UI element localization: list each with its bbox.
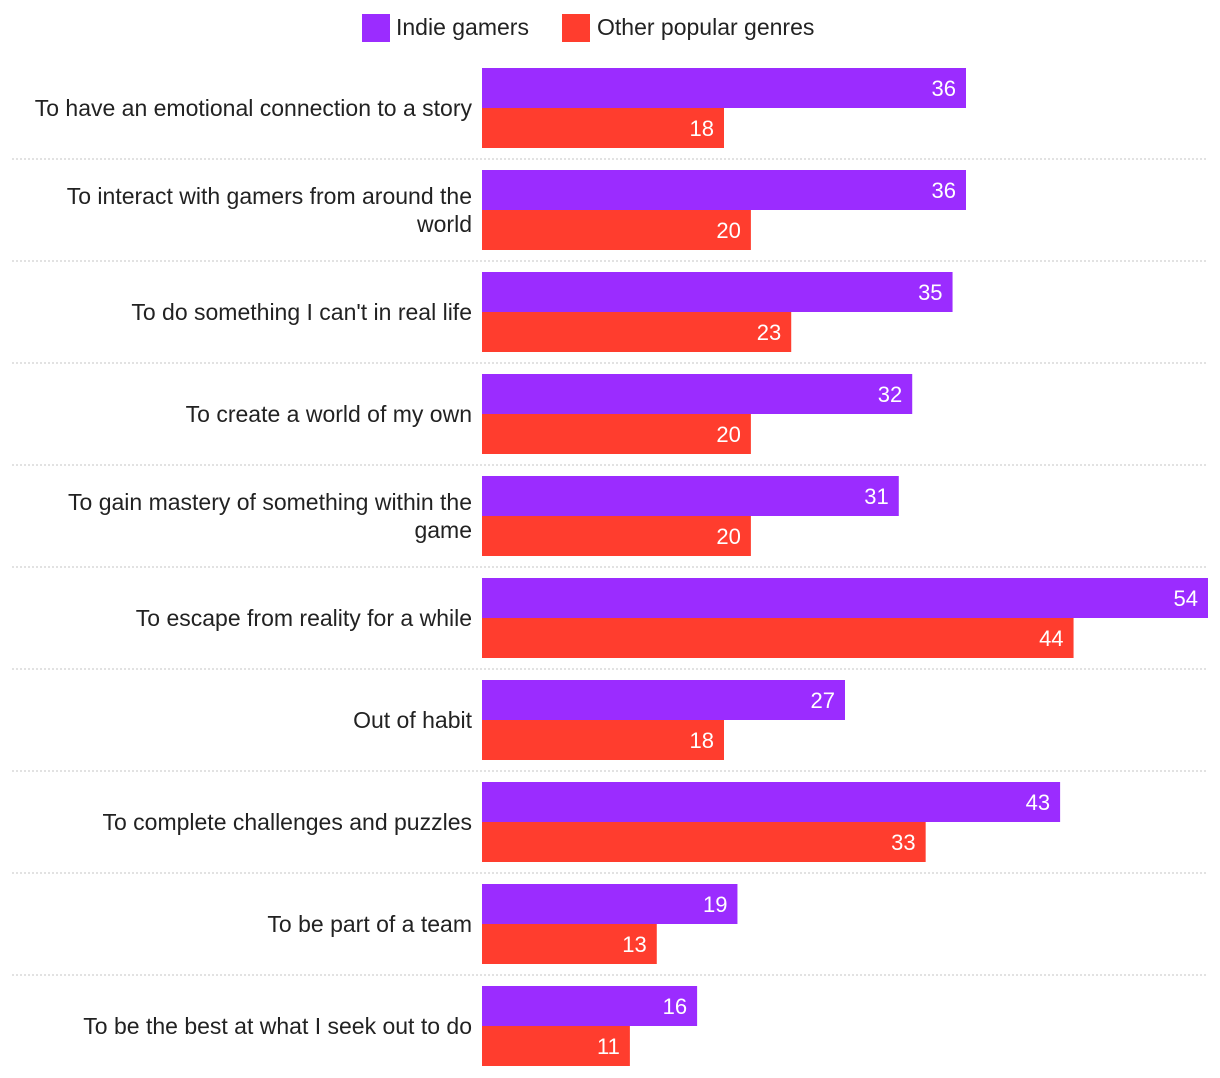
legend-label-1: Other popular genres xyxy=(597,14,814,40)
value-label-6-0: 27 xyxy=(811,688,835,713)
legend-swatch-0 xyxy=(362,14,390,42)
legend-swatch-1 xyxy=(562,14,590,42)
bar-4-0 xyxy=(482,476,899,516)
value-label-6-1: 18 xyxy=(690,728,714,753)
value-label-9-0: 16 xyxy=(663,994,687,1019)
bar-6-1 xyxy=(482,720,724,760)
bar-3-0 xyxy=(482,374,913,414)
bar-8-0 xyxy=(482,884,738,924)
bar-9-0 xyxy=(482,986,698,1026)
bar-9-1 xyxy=(482,1026,630,1066)
value-label-3-0: 32 xyxy=(878,382,902,407)
category-label-4: To gain mastery of something within the g… xyxy=(68,489,472,543)
value-label-4-0: 31 xyxy=(864,484,888,509)
value-label-8-0: 19 xyxy=(703,892,727,917)
value-label-1-1: 20 xyxy=(716,218,740,243)
value-label-3-1: 20 xyxy=(716,422,740,447)
category-label-7: To complete challenges and puzzles xyxy=(102,809,472,835)
bars: 36 18 36 20 35 23 32 20 31 20 54 44 27 18 43 33 19 13 16 11 xyxy=(482,68,1208,1066)
category-labels: To have an emotional connection to a sto… xyxy=(35,95,473,1039)
bar-2-1 xyxy=(482,312,792,352)
value-label-2-0: 35 xyxy=(918,280,942,305)
value-label-0-0: 36 xyxy=(932,76,956,101)
bar-5-1 xyxy=(482,618,1074,658)
legend-label-0: Indie gamers xyxy=(396,14,529,40)
bar-0-0 xyxy=(482,68,966,108)
bar-0-1 xyxy=(482,108,724,148)
bar-4-1 xyxy=(482,516,751,556)
category-label-9: To be the best at what I seek out to do xyxy=(83,1013,472,1039)
bar-1-1 xyxy=(482,210,751,250)
value-label-1-0: 36 xyxy=(932,178,956,203)
category-label-0: To have an emotional connection to a sto… xyxy=(35,95,473,121)
value-label-0-1: 18 xyxy=(690,116,714,141)
category-label-3: To create a world of my own xyxy=(186,401,472,427)
value-label-9-1: 11 xyxy=(597,1034,620,1059)
bar-2-0 xyxy=(482,272,953,312)
value-label-5-0: 54 xyxy=(1174,586,1198,611)
value-label-7-0: 43 xyxy=(1026,790,1050,815)
category-label-8: To be part of a team xyxy=(267,911,472,937)
value-label-4-1: 20 xyxy=(716,524,740,549)
bar-3-1 xyxy=(482,414,751,454)
value-label-8-1: 13 xyxy=(622,932,646,957)
category-label-2: To do something I can't in real life xyxy=(131,299,472,325)
bar-5-0 xyxy=(482,578,1208,618)
category-label-5: To escape from reality for a while xyxy=(136,605,472,631)
bar-6-0 xyxy=(482,680,845,720)
bar-1-0 xyxy=(482,170,966,210)
value-label-5-1: 44 xyxy=(1039,626,1063,651)
value-label-7-1: 33 xyxy=(891,830,915,855)
bar-8-1 xyxy=(482,924,657,964)
value-label-2-1: 23 xyxy=(757,320,781,345)
bar-7-1 xyxy=(482,822,926,862)
legend: Indie gamers Other popular genres xyxy=(362,14,814,42)
row-separators xyxy=(12,158,1208,976)
category-label-1: To interact with gamers from around the w… xyxy=(67,183,472,237)
bar-7-0 xyxy=(482,782,1061,822)
category-label-6: Out of habit xyxy=(353,707,473,733)
